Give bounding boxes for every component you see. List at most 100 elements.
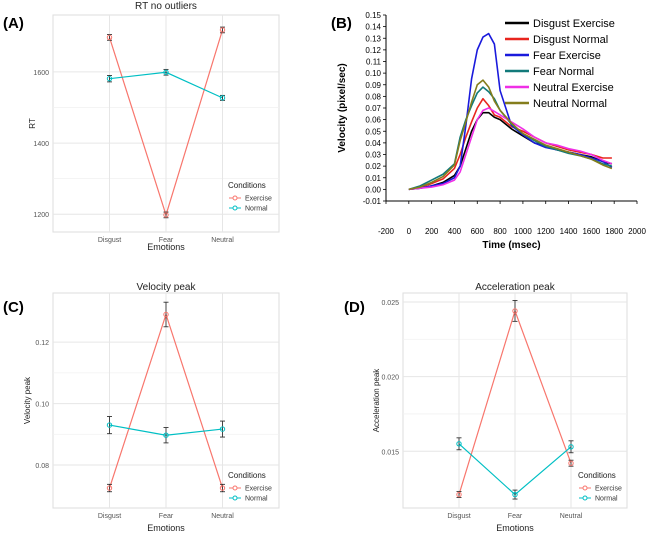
- y-tick-label: 0.07: [365, 104, 381, 113]
- legend-item: Normal: [229, 205, 268, 213]
- x-tick-label: Disgust: [98, 513, 121, 520]
- panel-label: (B): [331, 15, 352, 32]
- data-point: [219, 95, 226, 101]
- legend-item: Disgust Normal: [505, 34, 608, 46]
- data-point: [512, 308, 518, 314]
- legend-label: Exercise: [245, 196, 272, 203]
- x-tick-label: Neutral: [211, 237, 234, 244]
- legend-label: Normal: [245, 206, 268, 213]
- legend-label: Exercise: [595, 486, 622, 493]
- legend: Conditions Exercise Normal: [228, 471, 272, 503]
- y-axis-title: RT: [28, 118, 37, 129]
- chart-title: Velocity peak: [137, 282, 197, 293]
- y-tick-label: 0.03: [365, 151, 381, 160]
- legend-label: Fear Exercise: [533, 50, 601, 62]
- x-tick-label: 1200: [537, 227, 555, 236]
- legend-label: Fear Normal: [533, 66, 594, 78]
- data-point: [106, 485, 113, 491]
- legend-item: Fear Exercise: [505, 50, 601, 62]
- y-tick-label: 0.08: [365, 92, 381, 101]
- data-point: [163, 311, 169, 318]
- x-tick-label: Neutral: [211, 513, 234, 520]
- legend: Conditions Exercise Normal: [228, 181, 272, 213]
- series-normal: [106, 416, 226, 444]
- x-tick-label: -200: [378, 227, 395, 236]
- panel-label: (D): [344, 299, 365, 316]
- y-tick-label: 0.09: [365, 81, 381, 90]
- y-tick-label: 0.14: [365, 23, 381, 32]
- legend-item: Exercise: [229, 195, 272, 203]
- panel-label: (C): [3, 299, 24, 316]
- data-point: [106, 75, 113, 82]
- legend-title: Conditions: [228, 181, 266, 190]
- series-line-neutral-normal: [408, 79, 613, 191]
- data-point: [219, 27, 226, 33]
- chart-velocity-peak: (C) 0.08 0.10 0.12 Disgust Fear Neutral Velocit…: [3, 282, 280, 533]
- chart-title: Acceleration peak: [475, 282, 555, 293]
- legend-swatch-point: [232, 495, 238, 501]
- y-tick-label: 1200: [33, 212, 49, 219]
- y-tick-label: 0.15: [365, 11, 381, 20]
- legend-swatch-point: [232, 195, 238, 201]
- x-tick-label: 800: [493, 227, 507, 236]
- chart-acceleration-peak: (D) 0.015 0.020 0.025 Disgust Fear Neutral Acce…: [344, 282, 628, 533]
- y-tick-label: 1600: [33, 70, 49, 77]
- y-tick-label: 0.00: [365, 185, 381, 194]
- data-point: [512, 491, 518, 498]
- legend-label: Exercise: [245, 486, 272, 493]
- data-point: [163, 432, 169, 438]
- series-exercise: [456, 300, 574, 498]
- data-point: [456, 441, 462, 447]
- chart-title: RT no outliers: [135, 1, 197, 12]
- x-tick-label: Neutral: [560, 513, 583, 520]
- legend-item: Fear Normal: [505, 66, 594, 78]
- chart-rt-no-outliers: (A) 1200 1400 1600 Disgust Fear Neutral RT no o…: [3, 1, 280, 252]
- y-tick-label: 0.10: [365, 69, 381, 78]
- x-tick-label: 2000: [628, 227, 646, 236]
- data-point: [219, 485, 226, 491]
- data-point: [568, 444, 574, 450]
- data-point: [456, 491, 462, 498]
- data-point: [219, 426, 226, 432]
- y-tick-label: -0.01: [363, 197, 382, 206]
- legend-title: Conditions: [578, 471, 616, 480]
- y-tick-label: 0.015: [381, 449, 399, 456]
- y-tick-label: 0.10: [35, 402, 49, 409]
- y-tick-label: 0.05: [365, 127, 381, 136]
- series-exercise: [106, 301, 226, 493]
- legend-item: Normal: [579, 495, 618, 503]
- data-point: [568, 460, 574, 466]
- legend-swatch-point: [582, 495, 588, 501]
- legend-item: Exercise: [229, 485, 272, 493]
- legend-swatch-point: [232, 485, 238, 491]
- x-axis-title: Emotions: [496, 523, 534, 533]
- y-tick-label: 0.08: [35, 463, 49, 470]
- legend-label: Neutral Exercise: [533, 82, 614, 94]
- legend-item: Exercise: [579, 485, 622, 493]
- legend-swatch-point: [232, 205, 238, 211]
- legend-swatch-point: [582, 485, 588, 491]
- x-tick-label: 1400: [560, 227, 578, 236]
- data-point: [163, 69, 169, 75]
- legend-label: Disgust Exercise: [533, 18, 615, 30]
- x-tick-label: 200: [425, 227, 439, 236]
- legend: Conditions Exercise Normal: [578, 471, 622, 503]
- y-tick-label: 0.11: [366, 58, 382, 67]
- chart-velocity-time-course: (B) -0.01 0.00 0.01 0.02 0.03 0.04 0.05 0.06 0.07…: [331, 11, 646, 251]
- legend-item: Normal: [229, 495, 268, 503]
- y-tick-label: 0.02: [365, 162, 381, 171]
- x-tick-label: Fear: [508, 513, 523, 520]
- y-tick-label: 0.06: [365, 116, 381, 125]
- x-tick-label: 1800: [605, 227, 623, 236]
- x-axis-title: Emotions: [147, 523, 185, 533]
- legend-label: Normal: [245, 496, 268, 503]
- legend-item: Neutral Exercise: [505, 82, 614, 94]
- y-tick-label: 0.12: [365, 46, 381, 55]
- x-tick-label: Disgust: [447, 513, 470, 520]
- legend-item: Disgust Exercise: [505, 18, 615, 30]
- x-tick-label: Fear: [159, 513, 174, 520]
- legend-title: Conditions: [228, 471, 266, 480]
- y-tick-label: 0.12: [35, 340, 49, 347]
- series-line-neutral-exercise: [408, 107, 613, 191]
